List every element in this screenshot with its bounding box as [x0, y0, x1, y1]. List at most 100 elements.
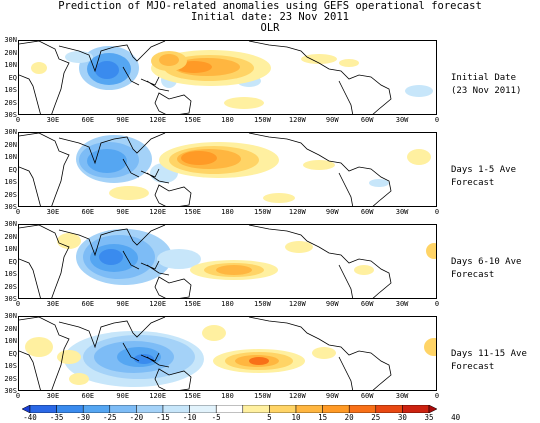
- lon-tick-label: 120W: [288, 392, 306, 400]
- panel-label-line1: Days 6-10 Ave: [451, 257, 522, 267]
- colorbar: [22, 405, 437, 413]
- colorbar-arrow-high: [428, 405, 437, 413]
- lon-tick-label: 90W: [325, 208, 339, 216]
- lon-tick-label: 0: [434, 392, 440, 400]
- olr-anomaly-map: [19, 133, 431, 206]
- lon-tick-label: 120W: [288, 116, 306, 124]
- olr-anomaly-map: [19, 317, 436, 390]
- anomaly-contour: [69, 373, 89, 385]
- colorbar-tick-label: -10: [182, 413, 197, 422]
- lat-tick-label: 30S: [4, 111, 17, 119]
- lon-tick-label: 150E: [184, 116, 202, 124]
- anomaly-contour: [99, 249, 123, 265]
- colorbar-segment: [348, 405, 377, 413]
- anomaly-contour: [301, 54, 337, 64]
- coastline: [58, 225, 166, 257]
- lat-tick-label: EQ: [8, 349, 17, 358]
- lon-tick-label: 60E: [81, 392, 95, 400]
- map-days-6-10: [18, 224, 437, 299]
- lon-tick-label: 150W: [253, 116, 271, 124]
- lon-tick-label: 0: [15, 208, 21, 216]
- lat-tick-label: 10S: [4, 362, 17, 370]
- panel-label-line1: Days 11-15 Ave: [451, 349, 527, 359]
- lon-tick-label: 90E: [116, 208, 130, 216]
- variable-subtitle: OLR: [260, 22, 280, 34]
- anomaly-contour: [87, 149, 127, 173]
- lon-tick-label: 180: [221, 116, 234, 124]
- lon-tick-label: 120W: [288, 300, 306, 308]
- lon-tick-label: 30E: [46, 392, 60, 400]
- coastline: [19, 225, 70, 298]
- coastline: [338, 264, 354, 298]
- lon-tick-label: 30W: [395, 300, 409, 308]
- anomaly-contour: [249, 357, 269, 365]
- lat-tick-label: 30N: [4, 220, 17, 228]
- lat-tick-label: 20S: [4, 374, 17, 383]
- anomaly-contour: [303, 160, 335, 170]
- lon-tick-label: 0: [434, 116, 440, 124]
- lon-tick-label: 0: [434, 300, 440, 308]
- anomaly-contour: [31, 62, 47, 74]
- lat-tick-label: 20N: [4, 48, 17, 57]
- lon-tick-label: 150E: [184, 392, 202, 400]
- coastline: [338, 356, 354, 390]
- colorbar-tick-label: -20: [129, 413, 144, 422]
- lon-tick-label: 0: [434, 208, 440, 216]
- lon-tick-label: 150W: [253, 392, 271, 400]
- lon-tick-label: 60E: [81, 300, 95, 308]
- lat-tick-label: 30S: [4, 203, 17, 211]
- anomaly-contour: [134, 354, 154, 364]
- lon-tick-label: 150W: [253, 300, 271, 308]
- lon-tick-label: 120E: [149, 300, 167, 308]
- anomaly-contour: [339, 59, 359, 67]
- anomaly-contour: [109, 186, 149, 200]
- anomaly-contour: [95, 61, 119, 79]
- lat-tick-label: 20N: [4, 232, 17, 241]
- lat-tick-label: 10S: [4, 178, 17, 186]
- lon-tick-label: 120E: [149, 208, 167, 216]
- coastline: [122, 250, 170, 276]
- coastline: [19, 317, 70, 390]
- coastline: [58, 317, 166, 349]
- lon-tick-label: 150E: [184, 208, 202, 216]
- anomaly-contour: [424, 338, 436, 356]
- lat-tick-label: EQ: [8, 257, 17, 266]
- panel-label-line1: Days 1-5 Ave: [451, 165, 517, 175]
- lon-tick-label: 30W: [395, 392, 409, 400]
- panel-label: Days 11-15 Ave Forecast: [451, 348, 527, 374]
- lat-tick-label: 20N: [4, 140, 17, 149]
- coastline: [19, 133, 70, 206]
- colorbar-tick-label: -30: [76, 413, 90, 422]
- panel-label-line2: Forecast: [451, 178, 495, 188]
- anomaly-contour: [354, 265, 374, 275]
- colorbar-arrow-low: [22, 405, 31, 413]
- map-days-1-5: [18, 132, 437, 207]
- lat-tick-label: 30N: [4, 312, 17, 320]
- anomaly-contour: [25, 337, 53, 357]
- colorbar-tick-label: -35: [49, 413, 64, 422]
- colorbar-tick-label: 40: [451, 413, 461, 422]
- colorbar-segment: [242, 405, 270, 413]
- lon-tick-label: 60E: [81, 116, 95, 124]
- lon-tick-label: 60E: [81, 208, 95, 216]
- map-days-11-15: [18, 316, 437, 391]
- coastline: [58, 41, 166, 73]
- lat-tick-label: 20N: [4, 324, 17, 333]
- colorbar-segment: [375, 405, 403, 413]
- colorbar-segment: [295, 405, 323, 413]
- lat-tick-label: 30S: [4, 295, 17, 303]
- colorbar-segment: [136, 405, 164, 413]
- anomaly-contour: [224, 97, 264, 109]
- coastline: [248, 133, 392, 206]
- lon-tick-label: 180: [221, 300, 234, 308]
- lon-tick-label: 60W: [360, 300, 374, 308]
- panel-days-11-15: Days 11-15 Ave Forecast 30N 20N 10N EQ 10S 20…: [0, 311, 540, 405]
- lat-tick-label: 30N: [4, 128, 17, 136]
- lon-tick-label: 30E: [46, 208, 60, 216]
- panel-initial-date: Initial Date (23 Nov 2011) 30N 20N 10N EQ 10…: [0, 35, 540, 129]
- coastline: [154, 276, 192, 298]
- anomaly-contour: [263, 193, 295, 203]
- lat-tick-label: 20S: [4, 282, 17, 291]
- coastline: [154, 368, 192, 390]
